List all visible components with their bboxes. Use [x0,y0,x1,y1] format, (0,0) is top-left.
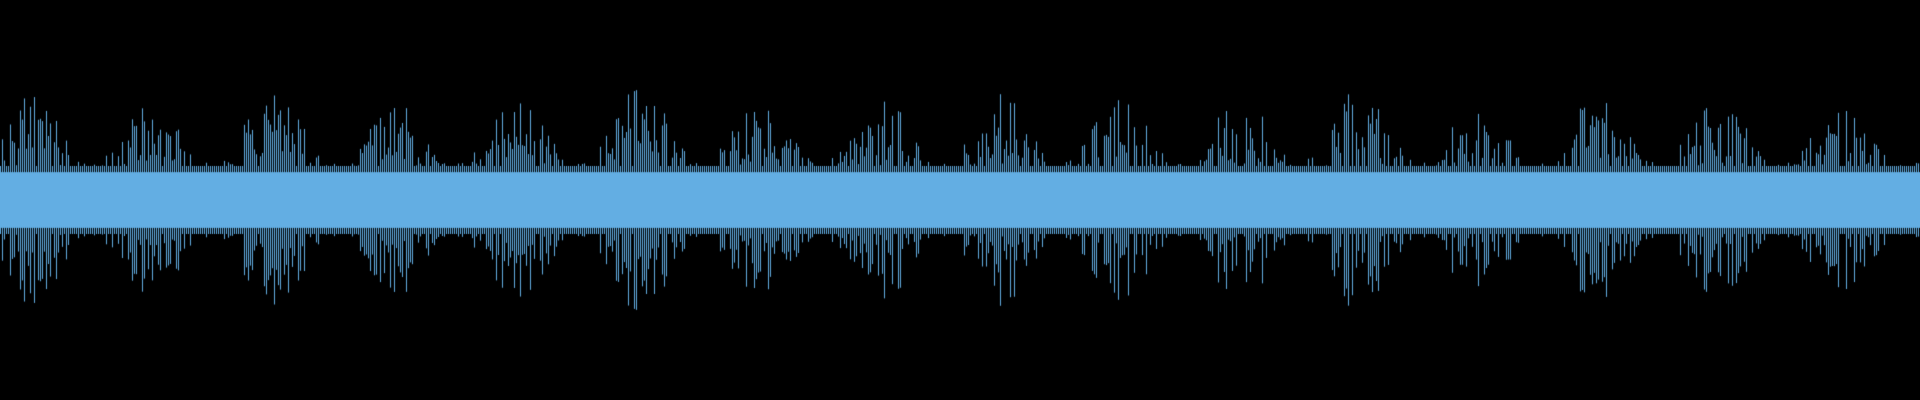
waveform-canvas[interactable] [0,0,1920,400]
audio-waveform-display[interactable] [0,0,1920,400]
